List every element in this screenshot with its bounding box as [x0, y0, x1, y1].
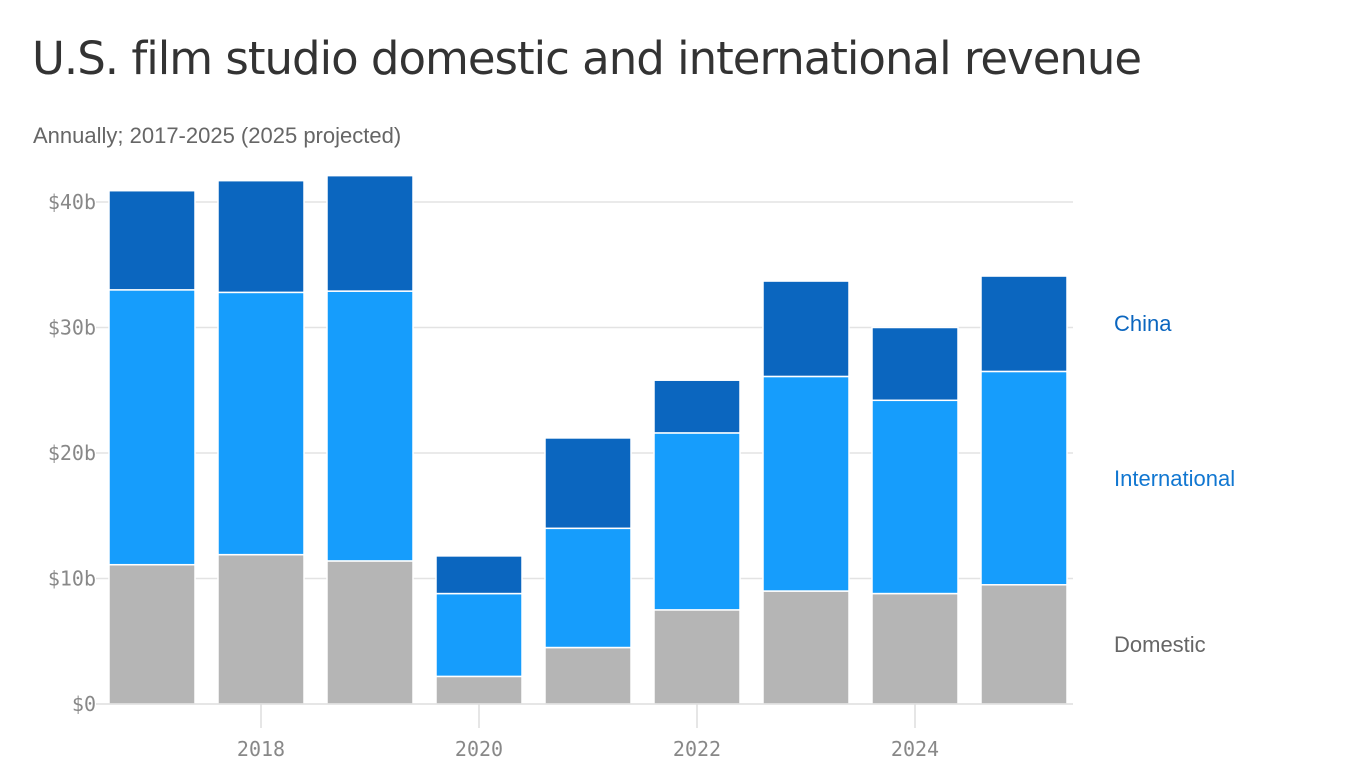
y-tick-label: $10b [48, 567, 96, 591]
bar-segment-international [108, 289, 196, 566]
bar-segment-domestic [217, 553, 305, 705]
bar-segment-international [871, 399, 959, 595]
y-tick-label: $30b [48, 316, 96, 340]
bar-segment-domestic [653, 609, 741, 705]
bar-segment-domestic [871, 592, 959, 705]
bar-segment-domestic [762, 590, 850, 705]
bar-segment-china [871, 326, 959, 402]
x-tick-label: 2024 [891, 737, 939, 761]
bar-segment-china [653, 379, 741, 434]
legend-label-china: China [1114, 311, 1172, 336]
bar-segment-china [326, 174, 414, 292]
bar-segment-china [544, 437, 632, 530]
legend-label-domestic: Domestic [1114, 632, 1206, 657]
bar-segment-international [326, 290, 414, 562]
bar-segment-china [217, 179, 305, 294]
bar-segment-domestic [326, 560, 414, 705]
x-tick-label: 2020 [455, 737, 503, 761]
bar-segment-china [980, 275, 1068, 373]
bar-segment-domestic [108, 563, 196, 705]
chart-title: U.S. film studio domestic and internatio… [32, 32, 1142, 85]
chart-subtitle: Annually; 2017-2025 (2025 projected) [33, 123, 402, 148]
bar-segment-domestic [980, 584, 1068, 705]
bar-segment-china [435, 555, 523, 595]
y-tick-label: $20b [48, 441, 96, 465]
x-tick-label: 2018 [237, 737, 285, 761]
bar-segment-china [108, 189, 196, 291]
bar-segment-international [762, 375, 850, 592]
bar-segment-china [762, 280, 850, 378]
bar-segment-international [653, 432, 741, 611]
bar-segment-domestic [544, 646, 632, 705]
x-tick-label: 2022 [673, 737, 721, 761]
bar-segment-international [980, 370, 1068, 586]
bar-segment-international [435, 592, 523, 678]
bar-segment-international [217, 291, 305, 556]
y-tick-label: $40b [48, 190, 96, 214]
legend-label-international: International [1114, 466, 1235, 491]
y-tick-label: $0 [72, 692, 96, 716]
bar-segment-domestic [435, 675, 523, 705]
bar-segment-international [544, 527, 632, 649]
